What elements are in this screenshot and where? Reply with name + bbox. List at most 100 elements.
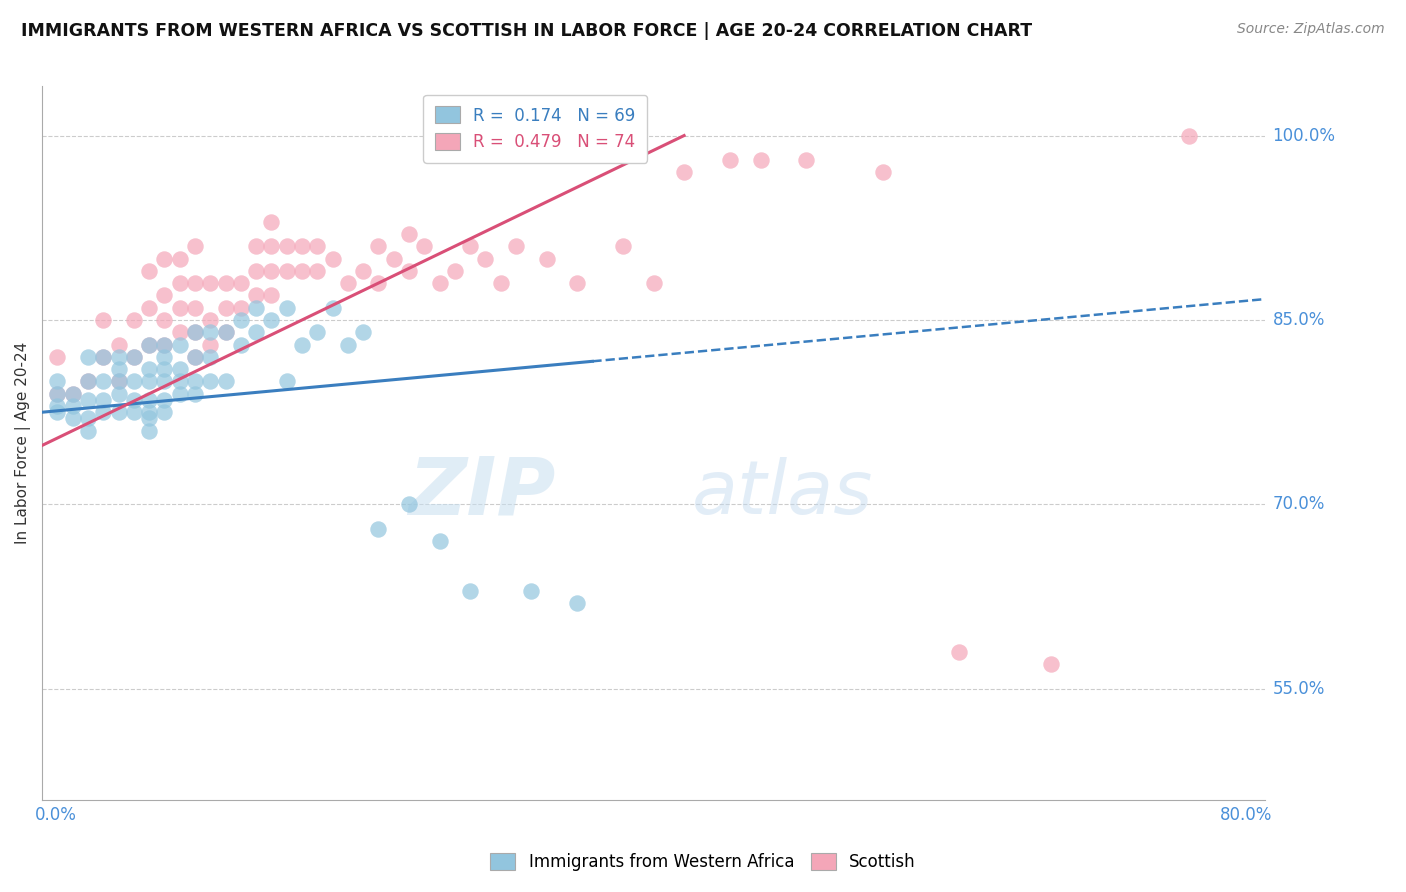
Point	[62, 411, 84, 425]
Point	[398, 498, 420, 512]
Point	[336, 276, 359, 290]
Point	[138, 392, 160, 407]
Point	[77, 375, 100, 389]
Point	[153, 313, 176, 327]
Point	[260, 239, 283, 253]
Point	[46, 350, 69, 364]
Point	[200, 276, 222, 290]
Point	[184, 375, 207, 389]
Point	[229, 313, 252, 327]
Point	[367, 239, 389, 253]
Point	[46, 386, 69, 401]
Point	[458, 583, 481, 598]
Point	[91, 350, 114, 364]
Point	[276, 264, 298, 278]
Legend: R =  0.174   N = 69, R =  0.479   N = 74: R = 0.174 N = 69, R = 0.479 N = 74	[423, 95, 647, 162]
Point	[107, 362, 129, 376]
Point	[77, 375, 100, 389]
Y-axis label: In Labor Force | Age 20-24: In Labor Force | Age 20-24	[15, 342, 31, 544]
Point	[214, 301, 236, 315]
Point	[153, 337, 176, 351]
Point	[169, 375, 191, 389]
Point	[122, 313, 145, 327]
Point	[214, 276, 236, 290]
Point	[489, 276, 512, 290]
Point	[214, 326, 236, 340]
Text: 85.0%: 85.0%	[1272, 311, 1324, 329]
Text: 0.0%: 0.0%	[35, 805, 76, 823]
Point	[62, 386, 84, 401]
Point	[352, 326, 374, 340]
Point	[673, 165, 696, 179]
Point	[229, 301, 252, 315]
Point	[565, 596, 588, 610]
Point	[138, 264, 160, 278]
Point	[458, 239, 481, 253]
Point	[169, 386, 191, 401]
Point	[77, 392, 100, 407]
Point	[184, 276, 207, 290]
Point	[1039, 657, 1062, 672]
Point	[153, 362, 176, 376]
Point	[62, 386, 84, 401]
Point	[1177, 128, 1199, 143]
Point	[153, 405, 176, 419]
Point	[184, 301, 207, 315]
Point	[214, 326, 236, 340]
Point	[77, 350, 100, 364]
Point	[169, 362, 191, 376]
Point	[352, 264, 374, 278]
Point	[122, 350, 145, 364]
Point	[520, 583, 543, 598]
Point	[107, 375, 129, 389]
Point	[77, 424, 100, 438]
Point	[138, 337, 160, 351]
Point	[796, 153, 818, 168]
Point	[46, 375, 69, 389]
Point	[443, 264, 465, 278]
Point	[184, 386, 207, 401]
Point	[229, 337, 252, 351]
Point	[107, 375, 129, 389]
Point	[276, 375, 298, 389]
Point	[184, 326, 207, 340]
Point	[718, 153, 741, 168]
Text: Source: ZipAtlas.com: Source: ZipAtlas.com	[1237, 22, 1385, 37]
Point	[382, 252, 405, 266]
Point	[184, 239, 207, 253]
Point	[291, 264, 314, 278]
Text: IMMIGRANTS FROM WESTERN AFRICA VS SCOTTISH IN LABOR FORCE | AGE 20-24 CORRELATIO: IMMIGRANTS FROM WESTERN AFRICA VS SCOTTI…	[21, 22, 1032, 40]
Point	[169, 301, 191, 315]
Point	[200, 337, 222, 351]
Point	[291, 337, 314, 351]
Point	[367, 276, 389, 290]
Point	[322, 301, 344, 315]
Point	[91, 392, 114, 407]
Point	[91, 313, 114, 327]
Point	[153, 350, 176, 364]
Point	[107, 350, 129, 364]
Text: 100.0%: 100.0%	[1272, 127, 1336, 145]
Point	[336, 337, 359, 351]
Point	[153, 337, 176, 351]
Point	[612, 239, 634, 253]
Point	[46, 405, 69, 419]
Point	[138, 405, 160, 419]
Point	[398, 227, 420, 241]
Point	[62, 399, 84, 413]
Text: 55.0%: 55.0%	[1272, 680, 1324, 698]
Point	[245, 326, 267, 340]
Point	[184, 350, 207, 364]
Point	[138, 362, 160, 376]
Point	[536, 252, 558, 266]
Point	[91, 405, 114, 419]
Point	[153, 375, 176, 389]
Point	[184, 326, 207, 340]
Point	[138, 375, 160, 389]
Point	[122, 350, 145, 364]
Point	[200, 326, 222, 340]
Point	[153, 392, 176, 407]
Point	[307, 239, 329, 253]
Point	[122, 375, 145, 389]
Text: 80.0%: 80.0%	[1220, 805, 1272, 823]
